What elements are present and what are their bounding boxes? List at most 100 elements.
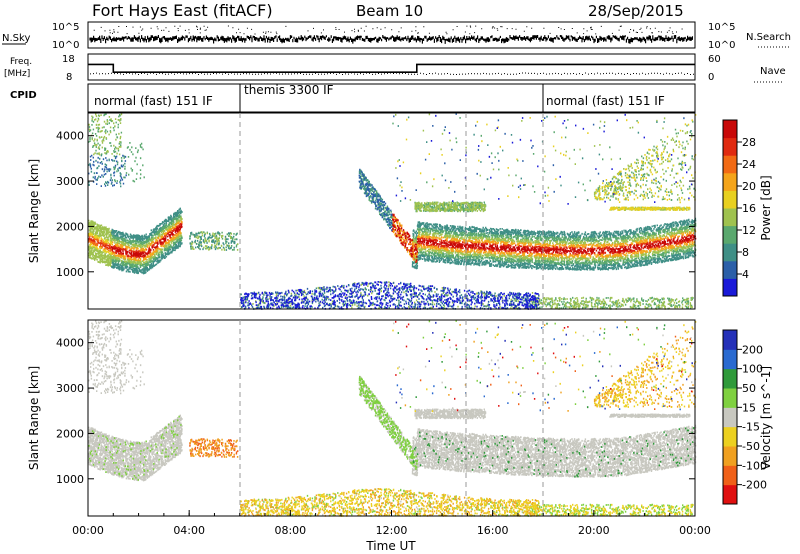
colorbar-tick-label: 50 xyxy=(742,382,756,395)
scatter-cells xyxy=(111,216,697,263)
y-tick-label: 4000 xyxy=(56,337,84,350)
scatter-cells xyxy=(189,324,696,517)
scatter-cells xyxy=(88,115,697,310)
power-colorbar: 4 8 12 16 20 24 28 Power [dB] xyxy=(722,119,773,297)
velocity-colorbar-swatches xyxy=(723,330,737,505)
colorbar-tick-label: 200 xyxy=(742,343,763,356)
velocity-colorbar: 200 100 50 15 -15 -50 -100 -200 Velocity [m s^-… xyxy=(722,329,773,505)
scatter-cells xyxy=(88,234,112,252)
y-tick-label: 1000 xyxy=(56,266,84,279)
velocity-y-axis: 1000 2000 3000 4000 xyxy=(56,337,695,486)
colorbar-tick-label: 12 xyxy=(742,224,756,237)
colorbar-swatch xyxy=(723,155,737,174)
scatter-cells xyxy=(395,320,693,412)
power-ylabel: Slant Range [km] xyxy=(27,159,41,263)
nsky-label: N.Sky xyxy=(2,33,30,44)
x-axis-title: Time UT xyxy=(365,539,416,553)
colorbar-swatch xyxy=(723,208,737,227)
frequency-panel: Freq. [MHz] 18 8 60 0 Nave CPID xyxy=(4,53,786,101)
velocity-panel: 1000 2000 3000 4000 Slant Range [km] xyxy=(27,319,697,517)
freq-unit: [MHz] xyxy=(4,69,30,79)
colorbar-tick-label: -200 xyxy=(742,479,767,492)
mode-label-1: normal (fast) 151 IF xyxy=(94,94,213,108)
colorbar-swatch xyxy=(723,243,737,262)
colorbar-swatch xyxy=(723,484,737,505)
freq-tick-bottom: 8 xyxy=(66,72,72,83)
sky-noise-trace xyxy=(89,35,693,44)
sky-tick-bottom: 10^0 xyxy=(52,40,79,51)
power-scatter xyxy=(88,113,697,310)
colorbar-swatch xyxy=(723,120,737,139)
velocity-scatter xyxy=(88,320,697,517)
colorbar-swatch xyxy=(723,225,737,244)
y-tick-label: 2000 xyxy=(56,220,84,233)
colorbar-tick-label: -50 xyxy=(742,440,760,453)
colorbar-swatch xyxy=(723,260,737,279)
colorbar-tick-label: 28 xyxy=(742,136,756,149)
colorbar-tick-label: -100 xyxy=(742,459,767,472)
mode-label-2: themis 3300 IF xyxy=(244,83,334,97)
velocity-colorbar-label: Velocity [m s^-1] xyxy=(759,366,773,470)
freq-tick-top: 18 xyxy=(62,54,75,65)
cpid-strip: normal (fast) 151 IF themis 3300 IF norm… xyxy=(87,83,696,113)
colorbar-swatch xyxy=(723,368,737,389)
colorbar-tick-label: 16 xyxy=(742,202,756,215)
x-tick-label: 12:00 xyxy=(376,524,408,537)
colorbar-swatch xyxy=(723,426,737,447)
colorbar-tick-label: 20 xyxy=(742,180,756,193)
colorbar-swatch xyxy=(723,172,737,191)
x-tick-label: 08:00 xyxy=(274,524,306,537)
power-colorbar-swatches xyxy=(723,120,737,297)
search-tick-bottom: 10^0 xyxy=(708,40,735,51)
colorbar-swatch xyxy=(723,465,737,486)
y-tick-label: 2000 xyxy=(56,427,84,440)
power-panel: 1000 2000 3000 4000 Slant Range [km] xyxy=(27,112,697,310)
colorbar-swatch xyxy=(723,190,737,209)
power-colorbar-ticks: 4 8 12 16 20 24 28 xyxy=(737,136,756,281)
y-tick-label: 4000 xyxy=(56,130,84,143)
velocity-colorbar-ticks: 200 100 50 15 -15 -50 -100 -200 xyxy=(737,343,767,492)
nave-tick-top: 60 xyxy=(708,54,721,65)
colorbar-tick-label: 100 xyxy=(742,363,763,376)
colorbar-tick-label: 15 xyxy=(742,401,756,414)
search-noise-dots xyxy=(93,25,683,35)
search-tick-top: 10^5 xyxy=(708,22,735,33)
y-tick-label: 1000 xyxy=(56,473,84,486)
nsearch-label: N.Search xyxy=(746,32,791,43)
scatter-cells xyxy=(111,213,697,263)
colorbar-tick-label: 24 xyxy=(742,158,756,171)
colorbar-swatch xyxy=(723,388,737,408)
velocity-ylabel: Slant Range [km] xyxy=(27,366,41,470)
freq-label: Freq. xyxy=(10,57,32,67)
scatter-cells xyxy=(88,113,697,310)
x-tick-label: 20:00 xyxy=(578,524,610,537)
nave-tick-bottom: 0 xyxy=(708,72,714,83)
power-y-axis: 1000 2000 3000 4000 xyxy=(56,130,695,279)
y-tick-label: 3000 xyxy=(56,175,84,188)
colorbar-swatch xyxy=(723,278,737,297)
sky-tick-top: 10^5 xyxy=(52,22,79,33)
station-title: Fort Hays East (fitACF) xyxy=(92,1,273,20)
date-label: 28/Sep/2015 xyxy=(588,2,684,20)
x-tick-label: 00:00 xyxy=(72,524,104,537)
colorbar-swatch xyxy=(723,137,737,156)
colorbar-tick-label: -15 xyxy=(742,421,760,434)
sky-noise-data xyxy=(89,25,693,44)
x-tick-label: 00:00 xyxy=(679,524,711,537)
beam-label: Beam 10 xyxy=(356,2,423,20)
y-tick-label: 3000 xyxy=(56,382,84,395)
nave-dots xyxy=(90,72,694,75)
colorbar-swatch xyxy=(723,407,737,428)
scatter-cells xyxy=(88,320,693,517)
power-colorbar-label: Power [dB] xyxy=(759,175,773,240)
colorbar-tick-label: 8 xyxy=(742,246,749,259)
colorbar-swatch xyxy=(723,330,737,350)
nave-trace xyxy=(90,72,694,75)
x-tick-label: 16:00 xyxy=(477,524,509,537)
colorbar-swatch xyxy=(723,446,737,466)
x-tick-label: 04:00 xyxy=(173,524,205,537)
colorbar-tick-label: 4 xyxy=(742,268,749,281)
nave-label: Nave xyxy=(760,66,786,77)
mode-label-3: normal (fast) 151 IF xyxy=(546,94,665,108)
